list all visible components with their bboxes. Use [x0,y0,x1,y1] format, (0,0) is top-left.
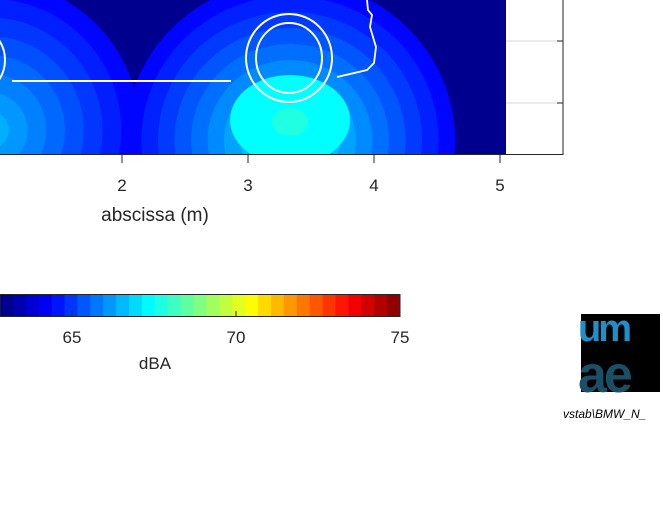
colorbar-segment [51,294,66,317]
svg-text:ae: ae [578,346,632,404]
colorbar-frame [0,294,401,317]
colorbar-segment [103,294,117,317]
x-tick-label: 5 [495,176,504,195]
colorbar-segment [193,294,207,317]
colorbar-segment [167,294,182,317]
colorbar-segment [154,294,169,317]
colorbar-segment [387,294,401,317]
colorbar-segment [38,294,53,317]
x-tick-label: 2 [117,176,126,195]
colorbar-segment [258,294,272,317]
colorbar-tick-label: 65 [63,328,82,347]
colorbar-segment [90,294,104,317]
outer-circle-outline [245,13,333,103]
source-label: vstab\BMW_N_ [563,407,647,421]
colorbar-segment [245,294,259,317]
contour-band [272,108,308,136]
colorbar-tick-label: 70 [227,328,246,347]
colorbar [0,294,401,317]
colorbar-segment [309,294,324,317]
umrae-logo: um ae [578,308,660,404]
inner-circle-outline [255,22,323,94]
colorbar-label: dBA [139,354,172,373]
svg-text:um: um [578,308,630,350]
colorbar-segment [206,294,220,317]
colorbar-segment [322,294,336,317]
colorbar-segment [232,294,246,317]
colorbar-segment [25,294,40,317]
colorbar-segment [335,294,349,317]
colorbar-segment [116,294,130,317]
colorbar-segment [180,294,195,317]
colorbar-segment [141,294,156,317]
colorbar-segment [219,294,233,317]
colorbar-segment [348,294,362,317]
jagged-outline [336,0,377,78]
colorbar-segment [361,294,375,317]
colorbar-segment [77,294,91,317]
colorbar-segment [374,294,388,317]
colorbar-tick-label: 75 [391,328,410,347]
contour-band [0,114,9,146]
colorbar-segment [129,294,143,317]
contour-band [0,93,28,154]
colorbar-segment [64,294,78,317]
colorbar-segment [12,294,27,317]
colorbar-segment [270,294,285,317]
colorbar-segment [283,294,298,317]
colorbar-segment [0,294,14,317]
colorbar-segment [296,294,311,317]
x-tick-label: 4 [369,176,378,195]
x-tick-label: 3 [243,176,252,195]
x-axis-label: abscissa (m) [101,205,209,226]
left-circle-outline [0,40,6,80]
contour-plot-area [0,0,506,154]
